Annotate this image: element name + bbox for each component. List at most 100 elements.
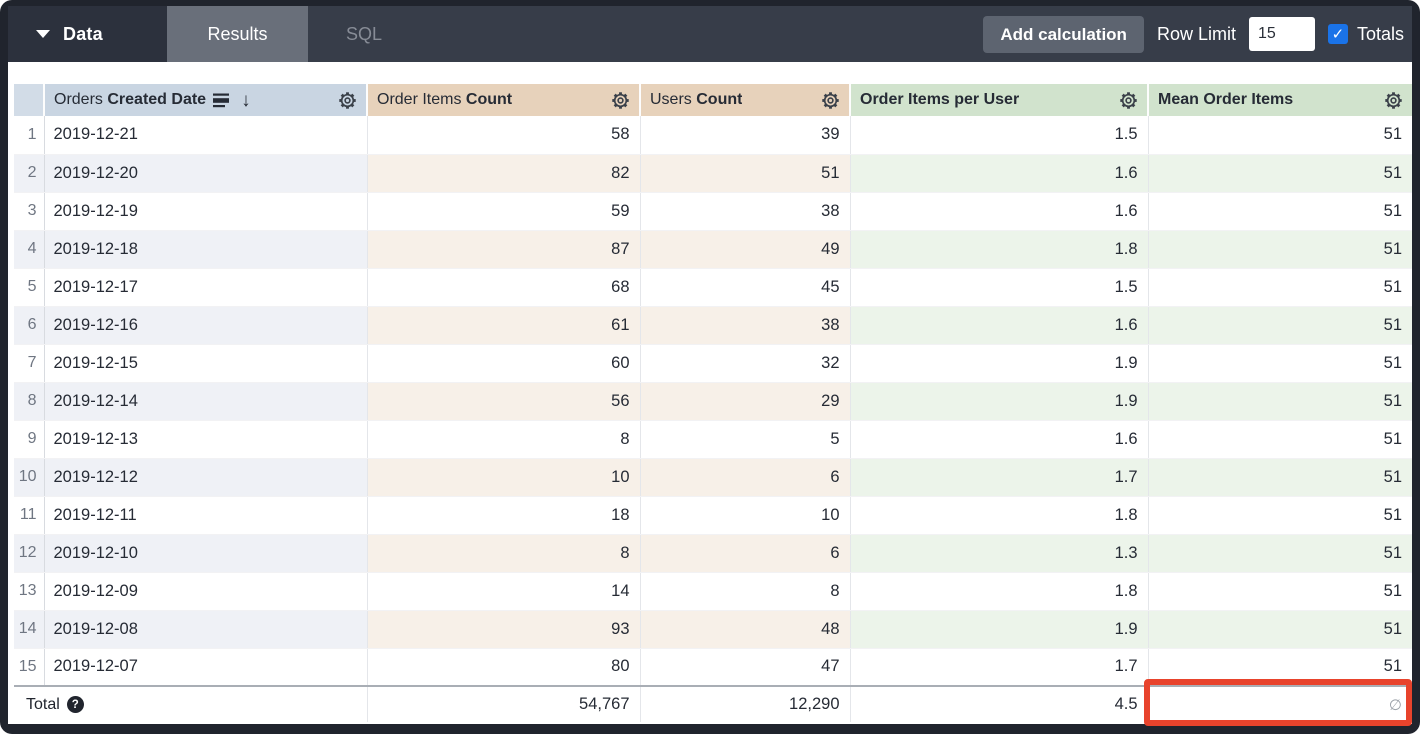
cell-users-count[interactable]: 45 — [640, 268, 851, 307]
cell-users-count[interactable]: 38 — [640, 306, 851, 345]
row-limit-input[interactable] — [1248, 17, 1315, 51]
cell-orders-created-date[interactable]: 2019-12-19 — [44, 192, 368, 231]
add-calculation-button[interactable]: Add calculation — [983, 15, 1144, 53]
cell-users-count[interactable]: 10 — [640, 496, 851, 535]
cell-order-items-per-user[interactable]: 1.6 — [850, 192, 1149, 231]
column-header-order-items-per-user[interactable]: Order Items per User — [850, 84, 1149, 116]
column-header-mean-order-items[interactable]: Mean Order Items — [1148, 84, 1412, 116]
cell-order-items-count[interactable]: 87 — [367, 230, 641, 269]
cell-orders-created-date[interactable]: 2019-12-13 — [44, 420, 368, 459]
cell-order-items-count[interactable]: 59 — [367, 192, 641, 231]
cell-orders-created-date[interactable]: 2019-12-08 — [44, 610, 368, 649]
cell-mean-order-items[interactable]: 51 — [1148, 382, 1412, 421]
cell-users-count[interactable]: 49 — [640, 230, 851, 269]
cell-order-items-count[interactable]: 82 — [367, 154, 641, 193]
cell-mean-order-items[interactable]: 51 — [1148, 610, 1412, 649]
table-row: 14 2019-12-08 93 48 1.9 51 — [14, 610, 1412, 649]
cell-orders-created-date[interactable]: 2019-12-14 — [44, 382, 368, 421]
cell-order-items-count[interactable]: 58 — [367, 116, 641, 155]
cell-order-items-count[interactable]: 18 — [367, 496, 641, 535]
cell-order-items-per-user[interactable]: 1.8 — [850, 496, 1149, 535]
cell-order-items-per-user[interactable]: 1.5 — [850, 268, 1149, 307]
tab-results[interactable]: Results — [167, 6, 308, 62]
cell-order-items-per-user[interactable]: 1.9 — [850, 610, 1149, 649]
totals-checkbox[interactable]: ✓ — [1327, 24, 1348, 44]
cell-order-items-count[interactable]: 8 — [367, 420, 641, 459]
cell-orders-created-date[interactable]: 2019-12-09 — [44, 572, 368, 611]
cell-mean-order-items[interactable]: 51 — [1148, 534, 1412, 573]
cell-orders-created-date[interactable]: 2019-12-21 — [44, 116, 368, 155]
cell-mean-order-items[interactable]: 51 — [1148, 154, 1412, 193]
cell-order-items-per-user[interactable]: 1.8 — [850, 572, 1149, 611]
data-section-header[interactable]: Data — [8, 6, 167, 62]
cell-users-count[interactable]: 32 — [640, 344, 851, 383]
column-gear-icon[interactable] — [337, 90, 358, 111]
cell-order-items-per-user[interactable]: 1.3 — [850, 534, 1149, 573]
cell-users-count[interactable]: 51 — [640, 154, 851, 193]
row-number: 11 — [14, 496, 45, 535]
cell-mean-order-items[interactable]: 51 — [1148, 420, 1412, 459]
cell-orders-created-date[interactable]: 2019-12-20 — [44, 154, 368, 193]
cell-order-items-count[interactable]: 61 — [367, 306, 641, 345]
cell-orders-created-date[interactable]: 2019-12-12 — [44, 458, 368, 497]
cell-order-items-count[interactable]: 10 — [367, 458, 641, 497]
cell-order-items-per-user[interactable]: 1.9 — [850, 344, 1149, 383]
cell-mean-order-items[interactable]: 51 — [1148, 648, 1412, 687]
cell-users-count[interactable]: 5 — [640, 420, 851, 459]
cell-order-items-per-user[interactable]: 1.7 — [850, 458, 1149, 497]
cell-users-count[interactable]: 38 — [640, 192, 851, 231]
cell-users-count[interactable]: 29 — [640, 382, 851, 421]
cell-orders-created-date[interactable]: 2019-12-07 — [44, 648, 368, 687]
cell-order-items-per-user[interactable]: 1.5 — [850, 116, 1149, 155]
cell-users-count[interactable]: 6 — [640, 534, 851, 573]
cell-orders-created-date[interactable]: 2019-12-15 — [44, 344, 368, 383]
column-header-users-count[interactable]: Users Count — [640, 84, 851, 116]
column-header-orders-created-date[interactable]: Orders Created Date ↓ — [44, 84, 368, 116]
cell-mean-order-items[interactable]: 51 — [1148, 192, 1412, 231]
cell-order-items-count[interactable]: 60 — [367, 344, 641, 383]
cell-mean-order-items[interactable]: 51 — [1148, 572, 1412, 611]
help-icon[interactable]: ? — [66, 696, 84, 713]
header-row: Orders Created Date ↓ Order Items Count — [14, 84, 1412, 116]
cell-order-items-per-user[interactable]: 1.6 — [850, 306, 1149, 345]
column-gear-icon[interactable] — [1383, 90, 1404, 111]
column-gear-icon[interactable] — [610, 90, 631, 111]
cell-order-items-count[interactable]: 14 — [367, 572, 641, 611]
cell-orders-created-date[interactable]: 2019-12-10 — [44, 534, 368, 573]
cell-mean-order-items[interactable]: 51 — [1148, 116, 1412, 155]
cell-orders-created-date[interactable]: 2019-12-17 — [44, 268, 368, 307]
column-gear-icon[interactable] — [820, 90, 841, 111]
cell-users-count[interactable]: 48 — [640, 610, 851, 649]
cell-order-items-per-user[interactable]: 1.8 — [850, 230, 1149, 269]
column-gear-icon[interactable] — [1118, 90, 1139, 111]
cell-users-count[interactable]: 39 — [640, 116, 851, 155]
cell-order-items-count[interactable]: 80 — [367, 648, 641, 687]
column-label: Mean Order Items — [1158, 91, 1294, 108]
total-order-items-per-user: 4.5 — [850, 685, 1149, 722]
cell-users-count[interactable]: 8 — [640, 572, 851, 611]
cell-order-items-count[interactable]: 93 — [367, 610, 641, 649]
table-row: 15 2019-12-07 80 47 1.7 51 — [14, 648, 1412, 687]
cell-order-items-per-user[interactable]: 1.6 — [850, 420, 1149, 459]
cell-mean-order-items[interactable]: 51 — [1148, 306, 1412, 345]
cell-mean-order-items[interactable]: 51 — [1148, 458, 1412, 497]
cell-order-items-per-user[interactable]: 1.7 — [850, 648, 1149, 687]
column-label: Users Count — [650, 91, 743, 108]
tab-sql[interactable]: SQL — [346, 23, 383, 44]
column-header-order-items-count[interactable]: Order Items Count — [367, 84, 641, 116]
cell-orders-created-date[interactable]: 2019-12-16 — [44, 306, 368, 345]
cell-users-count[interactable]: 6 — [640, 458, 851, 497]
cell-order-items-per-user[interactable]: 1.9 — [850, 382, 1149, 421]
cell-mean-order-items[interactable]: 51 — [1148, 268, 1412, 307]
collapse-caret-icon[interactable] — [36, 30, 50, 38]
cell-users-count[interactable]: 47 — [640, 648, 851, 687]
cell-order-items-count[interactable]: 8 — [367, 534, 641, 573]
cell-order-items-per-user[interactable]: 1.6 — [850, 154, 1149, 193]
cell-mean-order-items[interactable]: 51 — [1148, 496, 1412, 535]
cell-orders-created-date[interactable]: 2019-12-11 — [44, 496, 368, 535]
cell-orders-created-date[interactable]: 2019-12-18 — [44, 230, 368, 269]
cell-mean-order-items[interactable]: 51 — [1148, 344, 1412, 383]
cell-order-items-count[interactable]: 56 — [367, 382, 641, 421]
cell-order-items-count[interactable]: 68 — [367, 268, 641, 307]
cell-mean-order-items[interactable]: 51 — [1148, 230, 1412, 269]
